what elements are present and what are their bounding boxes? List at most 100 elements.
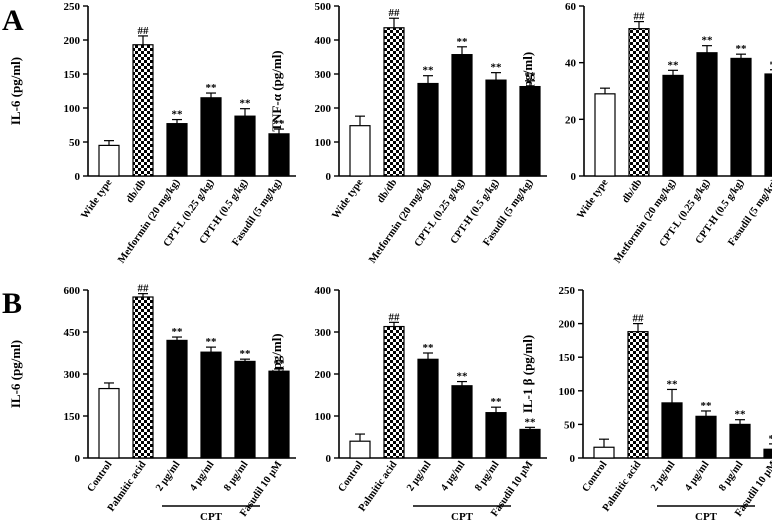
y-tick-label: 100	[315, 411, 332, 423]
bar	[628, 332, 648, 458]
bar	[594, 447, 614, 458]
bar	[663, 75, 683, 176]
y-tick-label: 250	[559, 285, 576, 297]
significance-marker: **	[240, 348, 252, 360]
x-tick-label: Control	[580, 459, 609, 494]
y-tick-label: 150	[559, 352, 576, 364]
significance-marker: **	[491, 62, 503, 74]
bar	[452, 55, 472, 176]
significance-marker: **	[206, 336, 218, 348]
bar	[452, 386, 472, 458]
bar	[269, 134, 289, 176]
bar	[662, 403, 682, 458]
x-tick-label: Wide type	[79, 177, 114, 221]
x-tick-label: 2 μg/ml	[154, 459, 182, 493]
bar	[595, 94, 615, 176]
significance-marker: **	[423, 65, 435, 77]
significance-marker: **	[457, 371, 469, 383]
y-tick-label: 150	[64, 411, 81, 423]
y-tick-label: 0	[75, 171, 81, 183]
x-tick-label: 8 μg/ml	[717, 459, 745, 493]
y-axis-title: IL-1 β (pg/ml)	[520, 52, 535, 130]
significance-marker: ##	[138, 25, 150, 37]
bar	[133, 297, 153, 458]
significance-marker: **	[668, 59, 680, 71]
y-tick-label: 0	[570, 453, 576, 465]
significance-marker: **	[702, 35, 714, 47]
x-tick-label: 8 μg/ml	[222, 459, 250, 493]
x-tick-label: Control	[85, 459, 114, 494]
x-tick-label: 4 μg/ml	[439, 459, 467, 493]
significance-marker: **	[457, 36, 469, 48]
y-tick-label: 200	[64, 35, 81, 47]
y-tick-label: 50	[564, 419, 576, 431]
bar	[629, 29, 649, 176]
bar	[764, 449, 772, 458]
x-tick-label: db/db	[375, 177, 399, 205]
bar	[418, 359, 438, 458]
y-tick-label: 0	[326, 171, 332, 183]
bar	[99, 145, 119, 176]
bar	[384, 28, 404, 176]
y-tick-label: 100	[315, 137, 332, 149]
significance-marker: **	[701, 400, 713, 412]
bar	[520, 429, 540, 458]
significance-marker: **	[423, 342, 435, 354]
x-tick-label: Control	[336, 459, 365, 494]
y-axis-title: IL-6 (pg/ml)	[8, 340, 23, 408]
significance-marker: **	[172, 109, 184, 121]
y-tick-label: 450	[64, 327, 81, 339]
x-tick-label: 8 μg/ml	[473, 459, 501, 493]
x-tick-label: Metformin (20 mg/kg)	[116, 177, 182, 265]
y-tick-label: 100	[64, 103, 81, 115]
x-tick-label: Wide type	[575, 177, 610, 221]
significance-marker: ##	[634, 11, 646, 23]
significance-marker: **	[206, 82, 218, 94]
bar	[384, 327, 404, 458]
bar	[99, 389, 119, 458]
x-tick-label: Metformin (20 mg/kg)	[612, 177, 678, 265]
x-tick-label: 4 μg/ml	[683, 459, 711, 493]
y-tick-label: 20	[565, 114, 577, 126]
significance-marker: **	[735, 409, 747, 421]
bar	[201, 352, 221, 458]
x-tick-label: Metformin (20 mg/kg)	[367, 177, 433, 265]
y-tick-label: 500	[315, 1, 332, 13]
group-label: CPT	[695, 511, 718, 523]
bar	[133, 45, 153, 176]
bar	[486, 413, 506, 458]
bar	[696, 416, 716, 458]
bar	[418, 84, 438, 176]
bar	[350, 126, 370, 176]
significance-marker: ##	[389, 7, 401, 19]
significance-marker: **	[172, 326, 184, 338]
bar	[235, 361, 255, 458]
bar	[731, 58, 751, 176]
x-tick-label: Wide type	[330, 177, 365, 221]
y-tick-label: 300	[315, 69, 332, 81]
y-tick-label: 400	[315, 35, 332, 47]
y-axis-title: IL-6 (pg/ml)	[8, 57, 23, 125]
x-tick-label: 2 μg/ml	[405, 459, 433, 493]
y-tick-label: 100	[559, 386, 576, 398]
y-tick-label: 200	[315, 103, 332, 115]
y-tick-label: 400	[315, 285, 332, 297]
y-tick-label: 0	[571, 171, 577, 183]
y-tick-label: 60	[565, 1, 577, 13]
bar	[486, 80, 506, 176]
bar	[235, 116, 255, 176]
y-axis-title: TNF-α (pg/ml)	[269, 333, 284, 414]
bar	[201, 98, 221, 176]
bar	[697, 53, 717, 176]
bar	[350, 441, 370, 458]
bar	[730, 424, 750, 458]
y-tick-label: 0	[326, 453, 332, 465]
y-tick-label: 200	[559, 319, 576, 331]
y-tick-label: 50	[69, 137, 81, 149]
